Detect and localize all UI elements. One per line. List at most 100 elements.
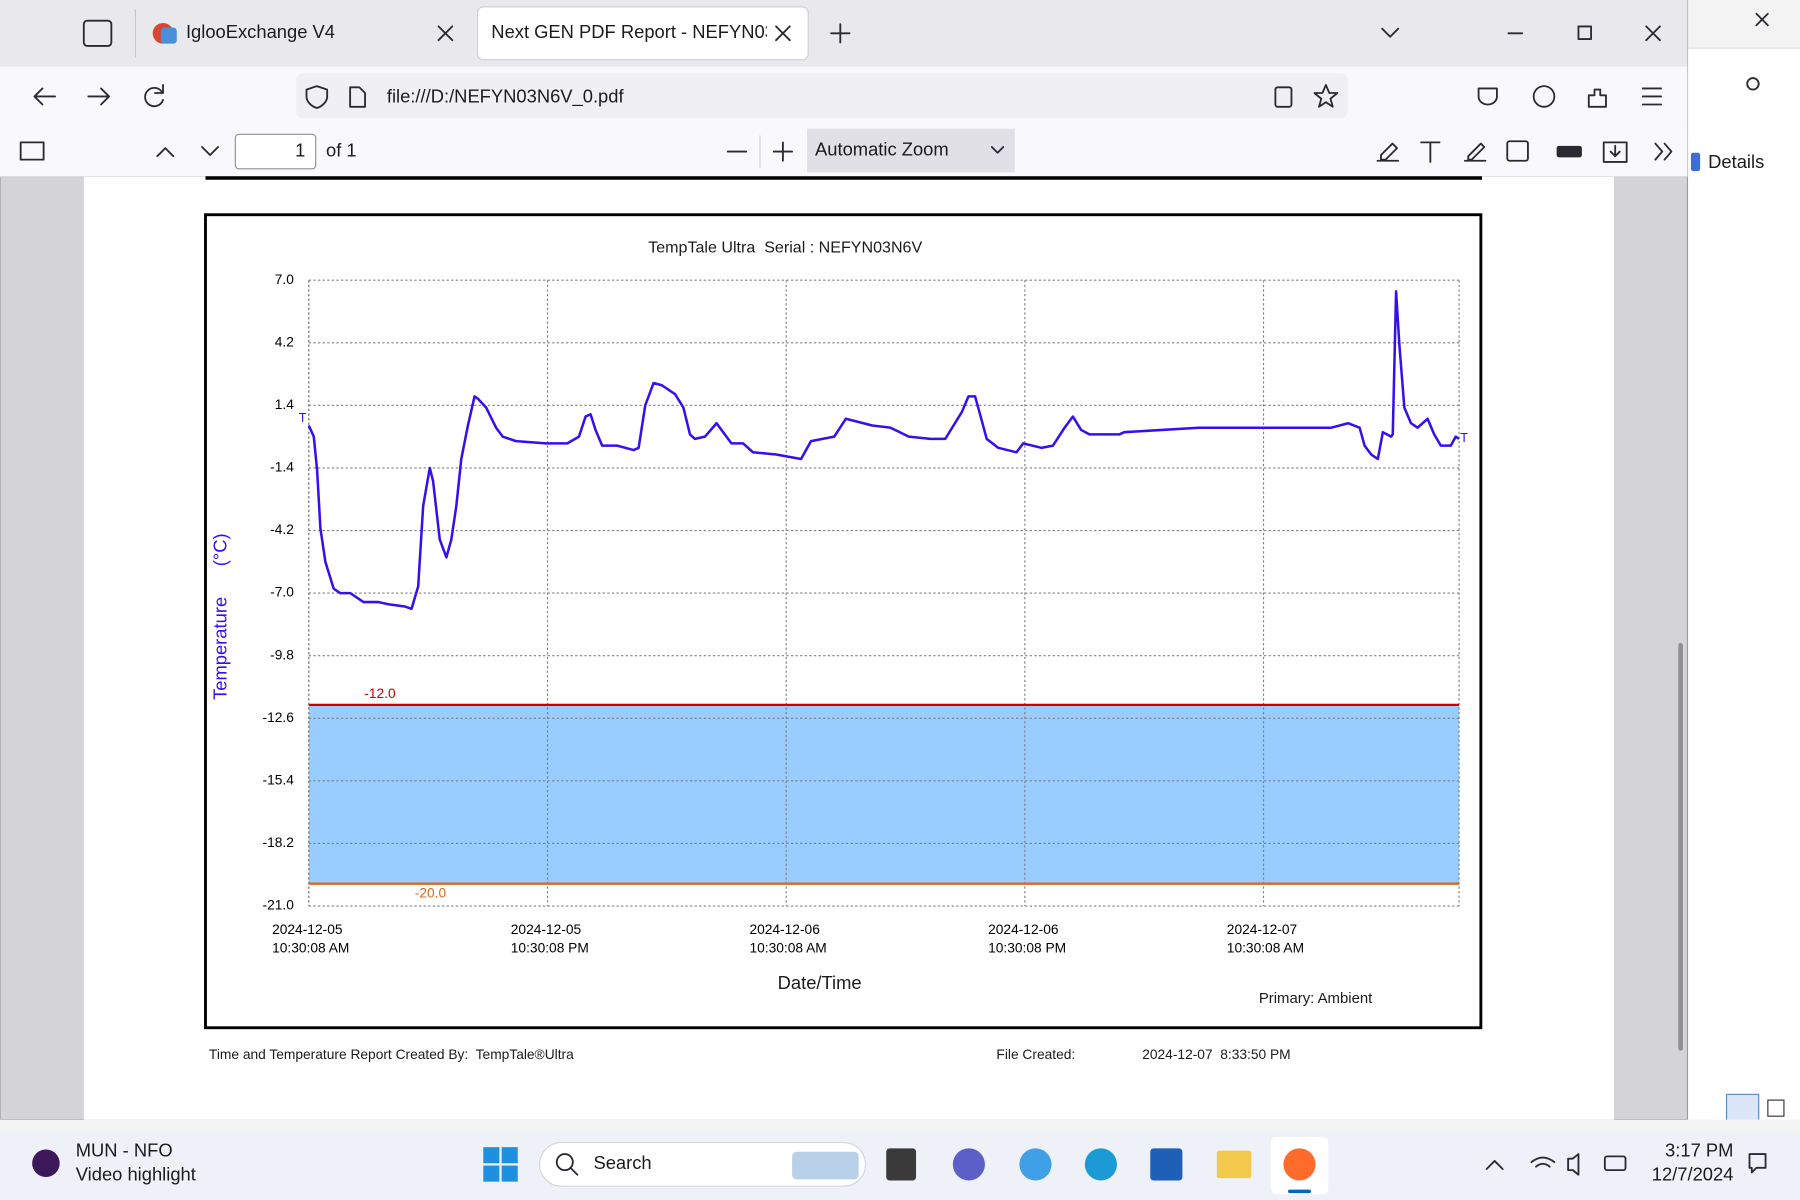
search-highlight-image (792, 1151, 859, 1180)
print-button[interactable] (1556, 145, 1582, 158)
series-line (307, 290, 1460, 611)
y-tick-label: -7.0 (270, 585, 294, 600)
tab-overflow[interactable] (1381, 27, 1400, 38)
chart: TempTale Ultra Serial : NEFYN03N6V Date/… (209, 238, 1468, 1007)
new-tab[interactable] (830, 23, 851, 44)
widget-subtitle[interactable]: Video highlight (76, 1164, 196, 1185)
explorer-icon[interactable] (1216, 1150, 1252, 1179)
scrollbar-thumb[interactable] (1678, 643, 1683, 1051)
more-tools[interactable] (1654, 142, 1673, 161)
volume-icon[interactable] (1567, 1153, 1580, 1176)
background-window-titlebar (1687, 0, 1800, 49)
x-tick-label: 2024-12-06 10:30:08 AM (749, 922, 826, 955)
search-icon (555, 1153, 574, 1172)
image-tool[interactable] (1506, 140, 1529, 162)
tray-overflow[interactable] (1485, 1160, 1504, 1170)
clock-time[interactable]: 3:17 PM (1665, 1140, 1733, 1161)
x-tick-label: 2024-12-06 10:30:08 PM (988, 922, 1066, 955)
firefox-icon[interactable] (1283, 1148, 1316, 1181)
search-placeholder[interactable]: Search (593, 1152, 651, 1173)
copilot-icon[interactable] (1019, 1148, 1052, 1181)
y-axis-label: Temperature (°C) (209, 533, 230, 700)
highlight-tool[interactable] (1376, 142, 1400, 162)
start-tile (501, 1147, 518, 1164)
y-tick-label: -9.8 (270, 647, 294, 662)
widget-icon[interactable] (32, 1149, 60, 1178)
menu-icon[interactable] (1641, 87, 1663, 106)
edge-icon[interactable] (1084, 1148, 1117, 1181)
clock-date[interactable]: 12/7/2024 (1652, 1164, 1734, 1185)
y-tick-label: 7.0 (275, 272, 294, 287)
tab-close[interactable] (437, 25, 454, 42)
draw-tool[interactable] (1463, 142, 1487, 162)
page-number[interactable]: 1 (295, 139, 305, 160)
zoom-in[interactable] (772, 141, 794, 162)
pocket-icon[interactable] (1477, 87, 1498, 106)
x-tick-label: 2024-12-05 10:30:08 PM (511, 922, 589, 955)
start-button[interactable] (483, 1147, 518, 1182)
y-tick-label: -15.4 (262, 773, 294, 788)
bookmark-star[interactable] (1313, 84, 1339, 108)
zoom-select[interactable] (807, 128, 1015, 173)
view-toggle[interactable] (1767, 1099, 1785, 1117)
desktop-strip (0, 1119, 1800, 1132)
y-tick-label: 1.4 (275, 397, 294, 412)
next-page[interactable] (201, 146, 220, 156)
footer-file-created-label: File Created: (996, 1047, 1075, 1062)
zoom-value[interactable]: Automatic Zoom (815, 138, 949, 159)
x-tick-label: 2024-12-05 10:30:08 AM (272, 922, 349, 955)
url-bar[interactable] (296, 73, 1348, 119)
taskbar-search[interactable] (538, 1142, 867, 1187)
save-button[interactable] (1602, 141, 1628, 163)
extensions-icon[interactable] (1587, 88, 1607, 108)
battery-icon[interactable] (1603, 1155, 1627, 1172)
sidebar-toggle[interactable] (19, 141, 45, 161)
background-window (1687, 0, 1800, 1132)
search-icon (569, 1166, 579, 1176)
reload-button[interactable] (144, 84, 164, 108)
text-tool[interactable] (1420, 141, 1441, 163)
tab-list-icon[interactable] (82, 19, 113, 47)
shield-icon[interactable] (305, 85, 329, 109)
active-tab[interactable] (476, 6, 809, 61)
reader-view[interactable] (1274, 86, 1293, 108)
widget-title[interactable]: MUN - NFO (76, 1140, 173, 1161)
y-tick-label: -18.2 (262, 835, 293, 850)
back-button[interactable] (33, 87, 57, 106)
forward-button[interactable] (87, 87, 110, 106)
page-number-input[interactable] (234, 133, 317, 170)
taskview-icon[interactable] (886, 1148, 917, 1181)
url-text[interactable]: file:///D:/NEFYN03N6V_0.pdf (387, 85, 625, 107)
close-window[interactable] (1645, 25, 1661, 42)
file-icon (349, 86, 366, 108)
end-marker: T (1460, 431, 1468, 445)
chart-title: TempTale Ultra Serial : NEFYN03N6V (648, 238, 922, 256)
footer-created-by: Time and Temperature Report Created By: … (209, 1047, 574, 1062)
legend-label: Primary: Ambient (1259, 990, 1373, 1007)
close-icon[interactable] (1755, 12, 1769, 27)
y-tick-label: -12.6 (262, 710, 294, 725)
y-tick-label: -4.2 (270, 522, 294, 537)
end-marker: T (299, 411, 307, 425)
maximize[interactable] (1577, 25, 1592, 40)
active-indicator (1288, 1189, 1311, 1194)
footer-file-created: 2024-12-07 8:33:50 PM (1142, 1047, 1290, 1062)
teams-icon[interactable] (952, 1148, 985, 1181)
tab-title[interactable]: IglooExchange V4 (186, 21, 335, 42)
notifications-icon[interactable] (1748, 1153, 1767, 1174)
y-tick-label: 4.2 (275, 334, 294, 349)
store-icon[interactable] (1150, 1148, 1183, 1181)
account-icon[interactable] (1532, 85, 1556, 108)
wifi-icon[interactable] (1530, 1156, 1556, 1168)
tab-close[interactable] (775, 25, 791, 42)
tab-favicon (160, 27, 177, 44)
previous-page[interactable] (156, 147, 175, 158)
search-icon[interactable] (1746, 77, 1760, 91)
tab-title[interactable]: Next GEN PDF Report - NEFYN03N6V_0.pdf (491, 21, 862, 43)
details-button[interactable]: Details (1708, 151, 1764, 172)
x-tick-label: 2024-12-07 10:30:08 AM (1227, 922, 1304, 955)
zoom-dropdown-arrow[interactable] (990, 146, 1005, 154)
